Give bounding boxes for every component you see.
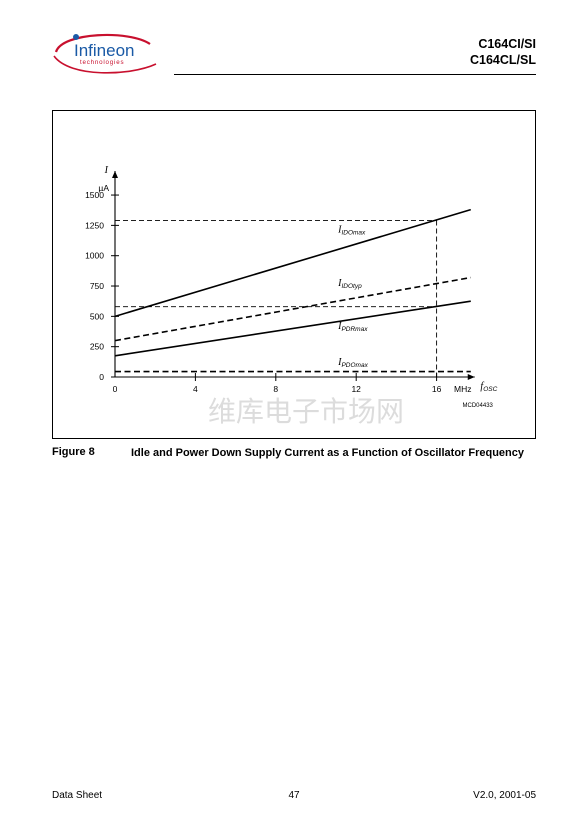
x-tick-label: 16	[432, 384, 442, 394]
y-axis-unit: µA	[98, 183, 109, 193]
y-tick-label: 750	[90, 281, 104, 291]
x-axis-unit: MHz	[454, 384, 471, 394]
footer-left: Data Sheet	[52, 790, 103, 801]
y-tick-label: 500	[90, 311, 104, 321]
watermark: 维库电子市场网	[208, 395, 404, 428]
x-tick-label: 0	[113, 384, 118, 394]
part-number-header: C164CI/SI C164CL/SL	[470, 36, 536, 68]
part-number-line1: C164CI/SI	[478, 37, 536, 51]
part-number-line2: C164CL/SL	[470, 53, 536, 67]
series-line-pdrmax	[114, 300, 471, 357]
y-tick-label: 1000	[85, 251, 104, 261]
series-label-sub: PDRmax	[341, 326, 368, 333]
y-tick-label: 0	[99, 372, 104, 382]
infineon-logo: Infineon technologies	[50, 30, 160, 80]
series-label-sub: IDOtyp	[341, 283, 362, 290]
footer-version: V2.0, 2001-05	[473, 790, 536, 801]
x-tick-label: 8	[273, 384, 278, 394]
chart-canvas: 维库电子市场网 0 250 500 750 1000 1250 1500 0 4 8 12 16 IµA M…	[85, 165, 498, 428]
figure-code: MCD04433	[463, 403, 494, 409]
series-label-pdrmax: IPDRmax	[337, 321, 368, 333]
y-axis-arrow	[112, 171, 118, 179]
y-axis-variable: I	[104, 165, 109, 176]
header-rule	[174, 74, 536, 75]
logo-subtext: technologies	[80, 59, 124, 66]
y-tick-label: 1250	[85, 220, 104, 230]
series-label-idomax: IIDOmax	[337, 225, 366, 237]
series-label-sub: PDOmax	[341, 362, 368, 369]
series-label-sub: IDOmax	[341, 230, 366, 237]
x-axis-arrow	[467, 374, 475, 380]
y-tick-label: 1500	[85, 190, 104, 200]
figure-caption: Idle and Power Down Supply Current as a …	[131, 447, 525, 459]
x-tick-label: 4	[193, 384, 198, 394]
logo-graphic: Infineon technologies	[53, 33, 157, 74]
series-line-idomax	[114, 208, 471, 318]
logo-text: Infineon	[74, 41, 135, 60]
series-line-idotyp	[114, 276, 471, 342]
series-label-pdomax: IPDOmax	[337, 357, 368, 369]
y-tick-label: 250	[90, 342, 104, 352]
series-label-idotyp: IIDOtyp	[337, 278, 362, 290]
x-axis-label: fOSC	[480, 381, 497, 393]
figure-label: Figure 8	[52, 446, 95, 458]
page-number: 47	[288, 790, 300, 801]
x-axis-label-sub: OSC	[483, 386, 497, 393]
x-tick-label: 12	[351, 384, 361, 394]
